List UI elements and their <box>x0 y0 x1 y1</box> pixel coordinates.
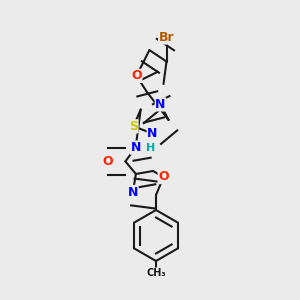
Text: S: S <box>129 120 138 133</box>
Text: O: O <box>158 170 169 184</box>
Text: Br: Br <box>159 31 174 44</box>
Text: N: N <box>155 98 166 111</box>
Text: N: N <box>130 141 141 154</box>
Text: N: N <box>128 185 138 199</box>
Text: O: O <box>131 69 142 82</box>
Text: N: N <box>147 127 158 140</box>
Text: O: O <box>103 155 113 168</box>
Text: CH₃: CH₃ <box>146 268 166 278</box>
Text: H: H <box>146 142 155 153</box>
